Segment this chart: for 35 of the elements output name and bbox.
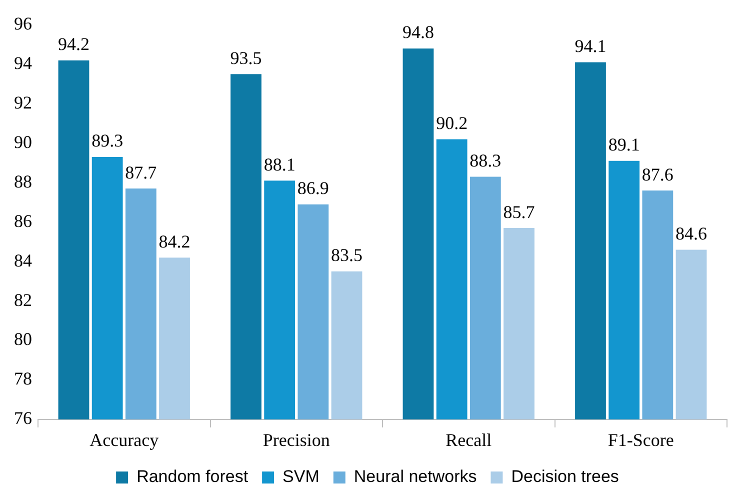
data-label: 88.3 (470, 150, 502, 170)
y-tick-label: 90 (14, 132, 32, 152)
data-label: 84.2 (158, 231, 190, 252)
x-tick-label: F1-Score (608, 430, 674, 450)
y-tick-label: 94 (14, 52, 32, 73)
y-tick-label: 76 (14, 408, 32, 428)
data-label: 86.9 (297, 178, 329, 198)
data-label: 94.8 (402, 22, 434, 42)
data-label: 88.1 (264, 154, 296, 174)
y-tick-label: 78 (14, 368, 32, 389)
data-label: 94.2 (58, 34, 90, 54)
data-label: 84.6 (676, 223, 708, 244)
y-tick-label: 92 (14, 92, 32, 112)
legend-label: Random forest (136, 467, 248, 486)
data-label: 93.5 (230, 48, 262, 68)
y-tick-label: 88 (14, 171, 32, 192)
data-label: 87.6 (642, 164, 674, 184)
data-label: 89.1 (608, 134, 640, 155)
data-label: 83.5 (331, 245, 363, 266)
data-label: 85.7 (503, 202, 535, 222)
data-label: 87.7 (125, 162, 157, 182)
y-tick-label: 86 (14, 210, 32, 231)
x-tick-label: Precision (262, 430, 330, 450)
y-tick-label: 84 (14, 250, 32, 270)
y-tick-label: 82 (14, 290, 32, 310)
legend-label: SVM (282, 467, 320, 486)
data-label: 89.3 (92, 130, 124, 151)
y-tick-label: 80 (14, 329, 32, 350)
legend-label: Decision trees (511, 467, 619, 486)
y-tick-label: 96 (14, 14, 32, 34)
x-tick-label: Accuracy (90, 430, 159, 450)
data-label: 90.2 (436, 112, 468, 133)
data-label: 94.1 (574, 36, 606, 56)
legend-label: Neural networks (354, 467, 477, 486)
x-tick-label: Recall (446, 430, 492, 450)
